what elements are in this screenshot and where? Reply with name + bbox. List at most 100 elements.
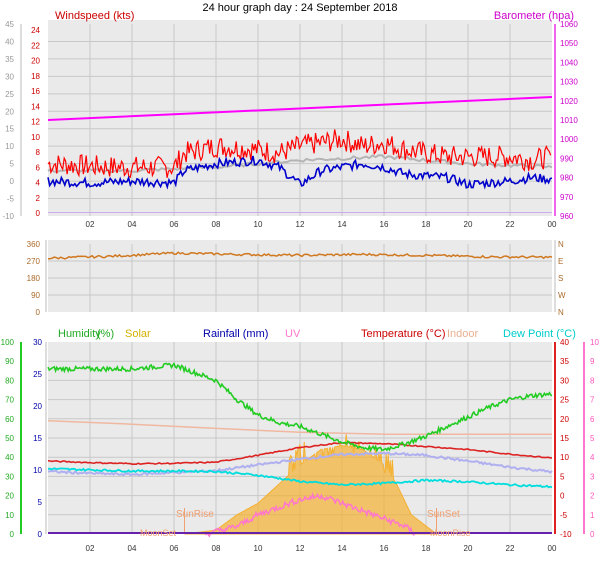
x-tick-label: 14 [338,220,347,229]
uv-line [204,491,415,538]
wind-axis-label: Windspeed (kts) [55,10,134,22]
temperature-tick: 25 [560,396,569,405]
wind-inner-tick: 14 [31,102,40,111]
wind-inner-tick: 16 [31,87,40,96]
wind-left-tick: -5 [7,195,15,204]
baro-tick: 1020 [560,97,578,106]
wind-avg-line [47,155,553,190]
x-tick-label: 12 [296,544,305,553]
wind-gray-line [47,154,553,174]
inner-tick: 10 [33,466,42,475]
uv-tick: 10 [590,338,599,347]
baro-tick: 1050 [560,39,578,48]
compass-tick: W [558,291,566,300]
uv-tick: 0 [590,530,595,539]
wind-left-tick: 15 [5,125,14,134]
baro-tick: 1060 [560,20,578,29]
wind-left-tick: 30 [5,72,14,81]
inner-tick: 25 [33,370,42,379]
wind-left-tick: -10 [2,212,14,221]
wind-inner-tick: 20 [31,57,40,66]
uv-label: UV [285,328,301,340]
uv-ticks: 0 1 2 3 4 5 6 7 8 9 10 [590,338,599,539]
wind-left-tick: 35 [5,55,14,64]
x-tick-label: 02 [86,220,95,229]
indoor-line [47,419,552,435]
humidity-tick: 40 [5,453,14,462]
humidity-tick: 80 [5,376,14,385]
wind-x-ticks: 02 04 06 08 10 12 14 16 18 20 22 00 [86,220,557,229]
uv-tick: 8 [590,376,595,385]
wind-inner-tick: 6 [36,163,41,172]
direction-tick: 180 [27,274,41,283]
temperature-tick: -5 [560,511,568,520]
sunrise-label: SunRise [176,509,214,520]
humidity-tick: 100 [1,338,15,347]
uv-tick: 5 [590,434,595,443]
humidity-label: Humidity [58,328,101,340]
uv-tick: 7 [590,396,595,405]
lavender-line [47,451,553,477]
humidity-tick: 90 [5,357,14,366]
temperature-ticks: -10 -5 0 5 10 15 20 25 30 35 40 [560,338,572,539]
uv-tick: 1 [590,511,595,520]
wind-inner-tick: 0 [36,209,41,218]
uv-tick: 2 [590,492,595,501]
uv-tick: 9 [590,357,595,366]
wind-inner-tick: 18 [31,72,40,81]
wind-left-tick: 45 [5,20,14,29]
compass-tick: N [558,308,564,317]
wind-inner-tick: 22 [31,41,40,50]
temperature-tick: 15 [560,434,569,443]
baro-tick: 1000 [560,135,578,144]
temperature-line [47,441,553,466]
humidity-tick: 0 [10,530,15,539]
compass-tick: S [558,274,563,283]
compass-tick: E [558,257,563,266]
humidity-tick: 70 [5,396,14,405]
uv-tick: 6 [590,415,595,424]
temperature-tick: 35 [560,357,569,366]
direction-left-ticks: 0 90 180 270 360 [27,240,41,317]
humidity-ticks: 0 10 20 30 40 50 60 70 80 90 100 [1,338,15,539]
solar-label: Solar [125,328,151,340]
baro-tick: 1010 [560,116,578,125]
baro-tick: 1040 [560,58,578,67]
x-tick-label: 14 [338,544,347,553]
baro-tick: 980 [560,174,574,183]
x-tick-label: 02 [86,544,95,553]
baro-tick: 970 [560,193,574,202]
uv-tick: 3 [590,472,595,481]
x-tick-label: 08 [212,220,221,229]
x-tick-label: 08 [212,544,221,553]
x-tick-label: 22 [506,544,515,553]
temperature-tick: 5 [560,472,565,481]
temperature-label: Temperature (°C) [361,328,445,340]
rainfall-label: Rainfall (mm) [203,328,268,340]
x-tick-label: 18 [422,220,431,229]
x-tick-label: 04 [128,544,137,553]
graph-title: 24 hour graph day : 24 September 2018 [202,2,397,14]
indoor-label: Indoor [447,328,479,340]
wind-inner-tick: 4 [36,179,41,188]
inner-tick: 15 [33,434,42,443]
temperature-tick: 10 [560,453,569,462]
dewpoint-line [47,467,553,489]
direction-line [47,251,553,260]
humidity-line [47,362,553,453]
inner-ticks: 0 5 10 15 20 25 30 [33,338,42,539]
uv-tick: 4 [590,453,595,462]
wind-left-tick: 0 [10,177,15,186]
baro-tick: 960 [560,212,574,221]
baro-tick: 990 [560,154,574,163]
direction-tick: 270 [27,257,41,266]
sunset-label: SunSet [427,509,460,520]
x-tick-label: 00 [548,544,557,553]
dewpoint-label: Dew Point (°C) [503,328,576,340]
x-tick-label: 00 [548,220,557,229]
inner-tick: 5 [38,498,43,507]
temperature-x-ticks: 02 04 06 08 10 12 14 16 18 20 22 00 [86,544,557,553]
x-tick-label: 12 [296,220,305,229]
